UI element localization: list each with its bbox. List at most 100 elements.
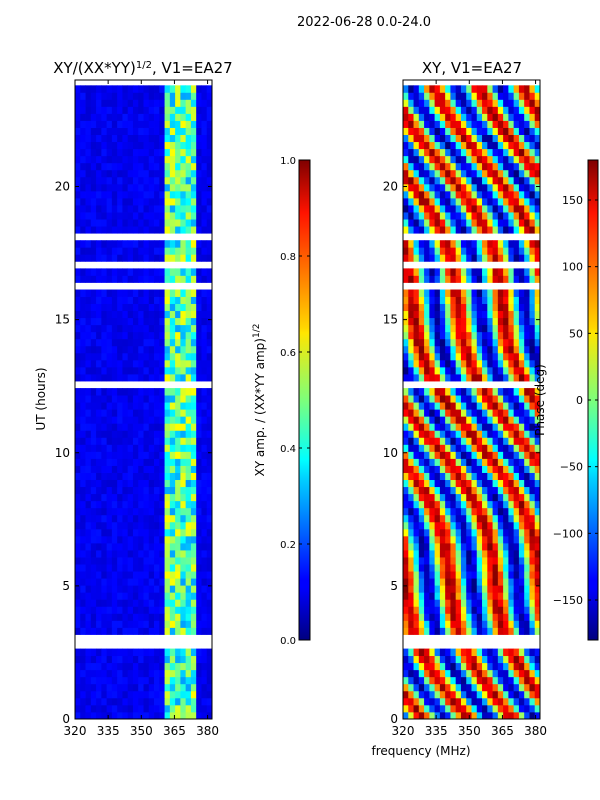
heatmap-cell	[429, 550, 436, 558]
heatmap-cell	[424, 395, 430, 403]
heatmap-cell	[190, 458, 197, 466]
heatmap-cell	[482, 578, 488, 586]
heatmap-cell	[169, 296, 176, 304]
heatmap-cell	[524, 254, 530, 262]
heatmap-cell	[138, 374, 144, 382]
heatmap-cell	[487, 310, 493, 319]
heatmap-cell	[450, 711, 457, 720]
heatmap-cell	[154, 141, 160, 150]
heatmap-cell	[497, 416, 504, 424]
heatmap-cell	[190, 240, 197, 248]
heatmap-cell	[154, 113, 160, 121]
heatmap-cell	[508, 254, 515, 262]
heatmap-cell	[80, 205, 86, 213]
heatmap-cell	[482, 430, 488, 438]
heatmap-cell	[403, 212, 409, 220]
heatmap-cell	[80, 190, 86, 199]
heatmap-cell	[492, 620, 499, 628]
heatmap-cell	[518, 521, 525, 530]
heatmap-cell	[439, 254, 446, 262]
heatmap-cell	[503, 190, 509, 199]
heatmap-cell	[429, 437, 436, 445]
heatmap-cell	[169, 212, 176, 220]
heatmap-cell	[164, 338, 171, 347]
heatmap-cell	[159, 465, 165, 473]
heatmap-cell	[408, 550, 414, 558]
heatmap-cell	[143, 106, 150, 114]
heatmap-cell	[487, 662, 493, 671]
heatmap-cell	[497, 99, 504, 107]
heatmap-cell	[169, 451, 176, 459]
heatmap-cell	[159, 690, 165, 699]
heatmap-cell	[534, 479, 541, 488]
heatmap-cell	[424, 542, 430, 551]
heatmap-cell	[185, 521, 192, 530]
heatmap-cell	[450, 240, 457, 248]
heatmap-cell	[439, 183, 446, 192]
heatmap-cell	[497, 85, 504, 93]
heatmap-cell	[96, 374, 102, 382]
heatmap-cell	[497, 226, 504, 234]
heatmap-cell	[122, 190, 129, 199]
heatmap-cell	[175, 486, 181, 495]
heatmap-cell	[408, 254, 414, 262]
heatmap-cell	[434, 169, 441, 178]
heatmap-cell	[455, 317, 462, 326]
heatmap-cell	[497, 324, 504, 333]
heatmap-cell	[106, 92, 113, 100]
heatmap-cell	[206, 606, 213, 614]
heatmap-cell	[460, 521, 467, 530]
heatmap-cell	[159, 486, 165, 495]
heatmap-cell	[185, 219, 192, 227]
heatmap-cell	[460, 85, 467, 93]
heatmap-cell	[476, 620, 483, 628]
heatmap-cell	[439, 366, 446, 375]
heatmap-cell	[80, 444, 86, 452]
heatmap-cell	[418, 592, 425, 600]
heatmap-cell	[487, 458, 493, 466]
heatmap-cell	[445, 254, 451, 262]
heatmap-cell	[418, 472, 425, 481]
heatmap-cell	[403, 599, 409, 607]
heatmap-cell	[90, 571, 97, 579]
heatmap-cell	[196, 613, 202, 621]
heatmap-cell	[85, 528, 92, 537]
heatmap-cell	[524, 338, 530, 347]
y-tick-label: 10	[383, 446, 398, 460]
heatmap-cell	[403, 535, 409, 544]
heatmap-cell	[90, 669, 97, 678]
heatmap-cell	[96, 535, 102, 544]
amplitude-panel-title: XY/(XX*YY)1/2, V1=EA27	[53, 59, 232, 77]
heatmap-cell	[471, 606, 478, 614]
heatmap-cell	[75, 564, 81, 572]
heatmap-cell	[429, 359, 436, 368]
heatmap-cell	[497, 613, 504, 621]
heatmap-cell	[90, 120, 97, 128]
heatmap-cell	[180, 402, 187, 410]
heatmap-cell	[424, 303, 430, 312]
heatmap-cell	[445, 366, 451, 375]
heatmap-cell	[138, 303, 144, 312]
heatmap-cell	[434, 599, 441, 607]
heatmap-cell	[513, 564, 520, 572]
heatmap-cell	[190, 324, 197, 333]
heatmap-cell	[518, 331, 525, 340]
heatmap-cell	[190, 585, 197, 593]
heatmap-cell	[529, 331, 536, 340]
heatmap-cell	[190, 669, 197, 678]
heatmap-cell	[154, 599, 160, 607]
heatmap-cell	[106, 557, 113, 565]
heatmap-cell	[508, 338, 515, 347]
heatmap-cell	[424, 571, 430, 579]
heatmap-cell	[80, 254, 86, 262]
heatmap-cell	[534, 521, 541, 530]
heatmap-cell	[471, 451, 478, 459]
heatmap-cell	[466, 99, 472, 107]
heatmap-cell	[206, 655, 213, 664]
heatmap-cell	[138, 85, 144, 93]
heatmap-cell	[154, 226, 160, 234]
heatmap-cell	[482, 528, 488, 537]
heatmap-cell	[122, 127, 129, 136]
heatmap-cell	[508, 711, 515, 720]
heatmap-cell	[190, 444, 197, 452]
